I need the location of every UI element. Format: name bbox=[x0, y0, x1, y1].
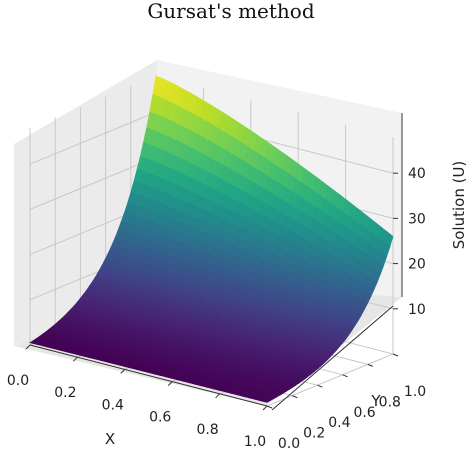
y-tick-label: 0.0 bbox=[278, 436, 300, 452]
y-tick-mark bbox=[317, 384, 323, 388]
x-tick-mark bbox=[262, 405, 268, 411]
axes bbox=[29, 113, 403, 411]
z-tick-label: 10 bbox=[408, 302, 426, 318]
y-tick-label: 0.6 bbox=[353, 405, 375, 421]
y-tick-mark bbox=[367, 363, 373, 367]
x-axis-label: X bbox=[105, 430, 115, 448]
y-axis-line bbox=[271, 305, 394, 411]
surface-patch bbox=[260, 398, 271, 403]
z-tick-label: 40 bbox=[408, 166, 426, 182]
x-tick-label: 0.0 bbox=[7, 373, 29, 389]
x-tick-label: 0.8 bbox=[196, 422, 218, 438]
x-tick-mark bbox=[167, 381, 173, 386]
x-tick-mark bbox=[120, 369, 126, 374]
x-tick-label: 1.0 bbox=[244, 434, 266, 450]
x-tick-label: 0.4 bbox=[102, 397, 124, 413]
x-tick-label: 0.2 bbox=[54, 385, 76, 401]
x-tick-mark bbox=[25, 344, 31, 350]
surface-mesh bbox=[29, 75, 394, 403]
x-axis-line bbox=[29, 344, 268, 407]
x-tick-mark bbox=[73, 356, 78, 362]
y-tick-label: 0.2 bbox=[303, 426, 325, 442]
z-tick-label: 30 bbox=[408, 211, 426, 227]
y-tick-mark bbox=[342, 374, 348, 378]
x-tick-mark bbox=[215, 393, 220, 399]
y-tick-mark bbox=[392, 353, 399, 357]
z-tick-label: 20 bbox=[408, 257, 426, 273]
x-tick-label: 0.6 bbox=[149, 410, 171, 426]
tick-labels: 0.00.20.40.60.81.0 0.00.20.40.60.81.01020… bbox=[7, 166, 426, 452]
y-tick-mark bbox=[292, 395, 298, 399]
y-tick-label: 1.0 bbox=[404, 384, 426, 400]
y-tick-label: 0.4 bbox=[328, 415, 350, 431]
grid-line bbox=[266, 353, 394, 407]
y-axis-label: Y bbox=[370, 392, 381, 410]
y-tick-label: 0.8 bbox=[379, 394, 401, 410]
chart-title: Gursat's method bbox=[147, 0, 315, 23]
z-axis-label: Solution (U) bbox=[450, 161, 468, 250]
y-tick-mark bbox=[266, 405, 273, 409]
